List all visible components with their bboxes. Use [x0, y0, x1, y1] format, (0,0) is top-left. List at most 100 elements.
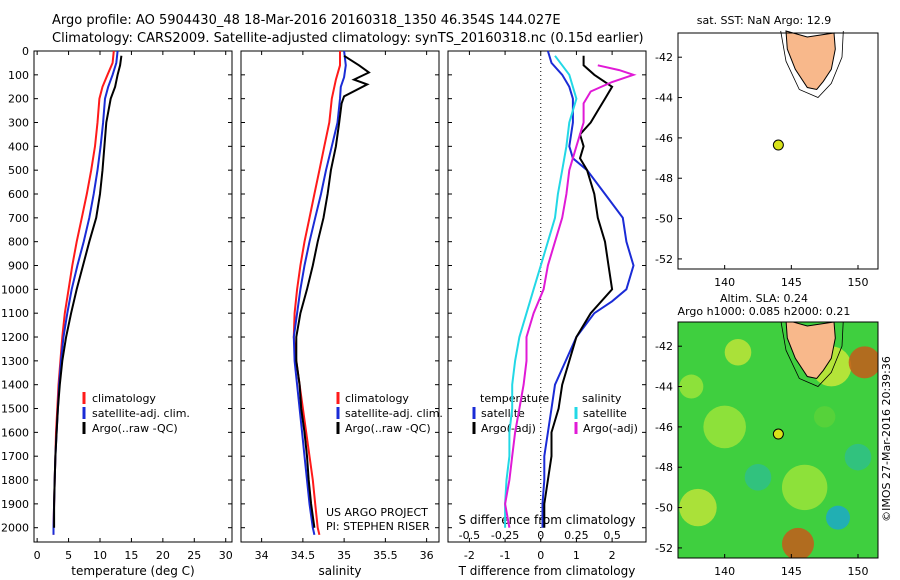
temperature-panel-frame: [33, 50, 233, 543]
credit-line1: US ARGO PROJECT: [326, 506, 428, 519]
x-tick-label: -2: [464, 549, 475, 562]
sla-anomaly-blob: [724, 338, 752, 366]
y-tick-label: 1500: [1, 403, 29, 416]
temperature-legend: climatology satellite-adj. clim. Argo(..…: [82, 392, 190, 435]
map-y-tick-label: -44: [655, 381, 673, 394]
map-x-tick-label: 140: [714, 276, 735, 289]
series-line: [504, 55, 578, 528]
sla-anomaly-blob: [844, 443, 872, 471]
y-tick-label: 700: [8, 212, 29, 225]
x-tick-label-top: -0.5: [459, 529, 480, 542]
imos-stamp: ©IMOS 27-Mar-2016 20:39:36: [880, 356, 893, 522]
legend-title-salinity: salinity: [582, 392, 622, 405]
x-tick-label: 36: [420, 549, 434, 562]
x-tick-label: 34.5: [291, 549, 316, 562]
difference-panel-frame: [447, 50, 647, 543]
legend-label-satellite: satellite-adj. clim.: [345, 407, 443, 420]
x-tick-label: 0: [34, 549, 41, 562]
x-tick-label: 15: [124, 549, 138, 562]
credit-line2: PI: STEPHEN RISER: [326, 520, 430, 533]
legend-label-temp-argo: Argo(-adj): [481, 422, 536, 435]
y-tick-label: 1700: [1, 450, 29, 463]
sla-anomaly-blob: [782, 527, 814, 558]
salinity-legend: climatology satellite-adj. clim. Argo(..…: [326, 392, 443, 533]
x-tick-label: 25: [187, 549, 201, 562]
y-tick-label: 0: [22, 45, 29, 58]
legend-label-climatology: climatology: [345, 392, 409, 405]
figure-title-line2: Climatology: CARS2009. Satellite-adjuste…: [52, 31, 644, 46]
x-tick-label: 0: [537, 549, 544, 562]
profile-location-marker: [772, 139, 784, 151]
series-line: [52, 50, 115, 535]
series-line: [292, 50, 347, 536]
series-line: [52, 50, 119, 535]
temperature-xlabel: temperature (deg C): [71, 564, 194, 578]
sla-anomaly-blob: [781, 464, 828, 511]
figure-title-line1: Argo profile: AO 5904430_48 18-Mar-2016 …: [52, 13, 561, 28]
y-tick-label: 500: [8, 164, 29, 177]
series-line: [504, 64, 637, 528]
map-x-tick-label: 150: [848, 276, 869, 289]
map-x-tick-label: 140: [714, 565, 735, 578]
x-tick-label: 5: [65, 549, 72, 562]
y-tick-label: 1000: [1, 283, 29, 296]
x-tick-label-top: 0.25: [564, 529, 589, 542]
sla-map-title-line2: Argo h1000: 0.085 h2000: 0.21: [678, 305, 851, 318]
x-tick-label-top: 0: [537, 529, 544, 542]
map-x-tick-label: 145: [781, 276, 802, 289]
sla-map-title-line1: Altim. SLA: 0.24: [720, 292, 808, 305]
map-y-tick-label: -50: [655, 213, 673, 226]
legend-label-sal-argo: Argo(-adj): [583, 422, 638, 435]
map-y-tick-label: -50: [655, 502, 673, 515]
map-y-tick-label: -46: [655, 132, 673, 145]
y-tick-label: 1300: [1, 355, 29, 368]
y-tick-label: 2000: [1, 522, 29, 535]
bathymetry-contour: [780, 30, 844, 98]
difference-xlabel: T difference from climatology: [458, 564, 636, 578]
x-tick-label: 2: [609, 549, 616, 562]
sla-anomaly-blob: [679, 374, 704, 399]
sst-map-frame: [677, 32, 879, 270]
map-x-tick-label: 145: [781, 565, 802, 578]
difference-xlabel-top: S difference from climatology: [459, 513, 636, 527]
y-tick-label: 600: [8, 188, 29, 201]
y-tick-label: 900: [8, 260, 29, 273]
map-y-tick-label: -46: [655, 421, 673, 434]
map-frame: [677, 32, 879, 270]
legend-label-argo: Argo(..raw -QC): [345, 422, 431, 435]
x-tick-label: 34: [255, 549, 269, 562]
x-tick-label: 30: [219, 549, 233, 562]
tasmania-land: [785, 30, 836, 91]
sla-map-group: [678, 322, 878, 558]
y-tick-label: 1100: [1, 307, 29, 320]
sla-anomaly-blob: [813, 406, 836, 428]
map-y-tick-label: -52: [655, 542, 673, 555]
legend-label-argo: Argo(..raw -QC): [92, 422, 178, 435]
sla-anomaly-blob: [826, 505, 850, 530]
y-tick-label: 1900: [1, 498, 29, 511]
legend-label-climatology: climatology: [92, 392, 156, 405]
series-line: [53, 55, 123, 528]
map-frame: [677, 321, 879, 559]
series-line: [295, 54, 371, 528]
y-tick-label: 300: [8, 117, 29, 130]
difference-legend: temperature satellite Argo(-adj) salinit…: [472, 392, 638, 435]
y-tick-label: 1200: [1, 331, 29, 344]
series-line: [543, 55, 614, 528]
map-y-tick-label: -48: [655, 172, 673, 185]
x-tick-label-top: -0.25: [491, 529, 519, 542]
sla-anomaly-blob: [744, 464, 772, 491]
y-tick-label: 1600: [1, 426, 29, 439]
y-tick-label: 400: [8, 140, 29, 153]
sla-anomaly-blob: [679, 488, 717, 527]
y-tick-label: 200: [8, 93, 29, 106]
profile-location-marker: [772, 428, 784, 440]
salinity-panel-frame: [240, 50, 440, 543]
tasmania-land: [785, 322, 836, 380]
y-tick-label: 800: [8, 236, 29, 249]
x-tick-label: 35.5: [373, 549, 398, 562]
map-y-tick-label: -48: [655, 461, 673, 474]
map-x-tick-label: 150: [848, 565, 869, 578]
sst-map-title: sat. SST: NaN Argo: 12.9: [697, 14, 831, 27]
